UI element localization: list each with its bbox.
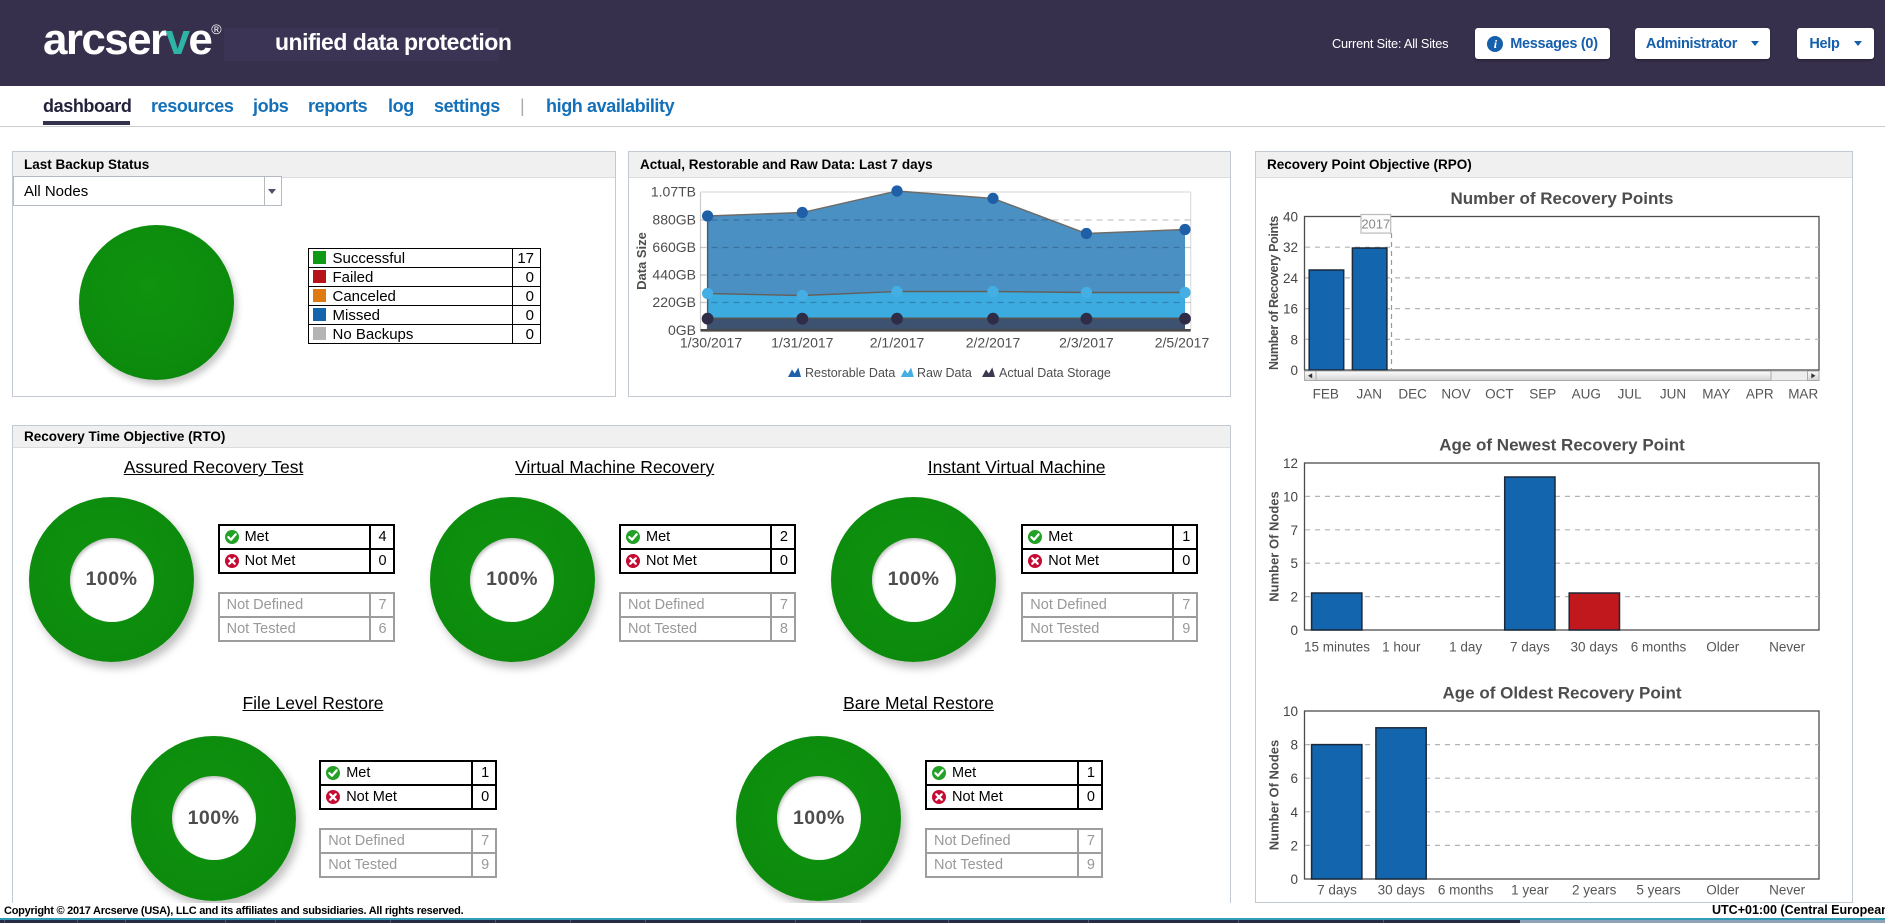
- svg-text:2/3/2017: 2/3/2017: [1059, 335, 1114, 351]
- svg-text:MAY: MAY: [1702, 387, 1730, 402]
- svg-text:2: 2: [1290, 590, 1298, 605]
- svg-text:Number Of Nodes: Number Of Nodes: [1267, 491, 1282, 602]
- svg-text:2 years: 2 years: [1572, 883, 1617, 898]
- svg-text:4: 4: [1290, 805, 1298, 820]
- svg-text:10: 10: [1283, 704, 1298, 719]
- svg-text:30 days: 30 days: [1571, 640, 1619, 655]
- svg-text:DEC: DEC: [1398, 387, 1427, 402]
- svg-text:1 day: 1 day: [1449, 640, 1482, 655]
- svg-text:OCT: OCT: [1485, 387, 1514, 402]
- svg-text:JUL: JUL: [1618, 387, 1642, 402]
- svg-text:880GB: 880GB: [652, 212, 696, 228]
- svg-text:Actual Data Storage: Actual Data Storage: [999, 366, 1111, 380]
- svg-text:Raw Data: Raw Data: [917, 366, 972, 380]
- svg-text:Age of Oldest Recovery Point: Age of Oldest Recovery Point: [1443, 684, 1682, 703]
- svg-text:Never: Never: [1769, 640, 1806, 655]
- svg-text:6: 6: [1290, 771, 1298, 786]
- svg-text:16: 16: [1283, 302, 1298, 317]
- svg-text:7 days: 7 days: [1510, 640, 1550, 655]
- svg-text:Older: Older: [1706, 640, 1740, 655]
- svg-text:0GB: 0GB: [668, 322, 696, 338]
- svg-text:440GB: 440GB: [652, 267, 696, 283]
- svg-text:AUG: AUG: [1572, 387, 1601, 402]
- svg-text:0: 0: [1290, 363, 1298, 378]
- svg-text:10: 10: [1283, 489, 1298, 504]
- svg-text:SEP: SEP: [1529, 387, 1556, 402]
- svg-text:24: 24: [1283, 271, 1299, 286]
- svg-text:JUN: JUN: [1660, 387, 1686, 402]
- svg-text:6 months: 6 months: [1631, 640, 1687, 655]
- svg-text:6 months: 6 months: [1438, 883, 1494, 898]
- svg-text:12: 12: [1283, 456, 1298, 471]
- svg-text:2/2/2017: 2/2/2017: [966, 335, 1021, 351]
- svg-text:5 years: 5 years: [1636, 883, 1681, 898]
- svg-text:30 days: 30 days: [1378, 883, 1426, 898]
- svg-text:0: 0: [1290, 872, 1298, 887]
- svg-text:Older: Older: [1706, 883, 1740, 898]
- svg-text:2017: 2017: [1361, 217, 1390, 232]
- svg-text:Restorable Data: Restorable Data: [805, 366, 895, 380]
- svg-text:1 year: 1 year: [1511, 883, 1549, 898]
- svg-text:40: 40: [1283, 210, 1298, 225]
- svg-text:NOV: NOV: [1441, 387, 1470, 402]
- svg-text:8: 8: [1290, 738, 1298, 753]
- svg-text:15 minutes: 15 minutes: [1304, 640, 1370, 655]
- svg-text:1/31/2017: 1/31/2017: [771, 335, 833, 351]
- svg-text:2/5/2017: 2/5/2017: [1155, 335, 1210, 351]
- svg-text:Number of Recovery Points: Number of Recovery Points: [1451, 189, 1674, 208]
- svg-text:APR: APR: [1746, 387, 1774, 402]
- svg-text:8: 8: [1290, 332, 1298, 347]
- svg-text:7 days: 7 days: [1317, 883, 1357, 898]
- svg-text:Data Size: Data Size: [634, 232, 649, 290]
- svg-text:5: 5: [1290, 556, 1298, 571]
- svg-text:2: 2: [1290, 838, 1298, 853]
- svg-text:Number of Recovery Points: Number of Recovery Points: [1267, 216, 1281, 370]
- svg-text:FEB: FEB: [1313, 387, 1339, 402]
- svg-text:1.07TB: 1.07TB: [651, 184, 696, 200]
- svg-text:Number Of Nodes: Number Of Nodes: [1267, 740, 1282, 851]
- svg-text:7: 7: [1290, 523, 1298, 538]
- svg-text:MAR: MAR: [1788, 387, 1818, 402]
- svg-text:220GB: 220GB: [652, 294, 696, 310]
- svg-text:Age of Newest Recovery Point: Age of Newest Recovery Point: [1439, 436, 1685, 455]
- svg-text:1/30/2017: 1/30/2017: [680, 335, 742, 351]
- svg-text:2/1/2017: 2/1/2017: [870, 335, 925, 351]
- svg-text:JAN: JAN: [1356, 387, 1382, 402]
- svg-text:660GB: 660GB: [652, 239, 696, 255]
- svg-text:32: 32: [1283, 240, 1298, 255]
- svg-text:1 hour: 1 hour: [1382, 640, 1421, 655]
- svg-text:0: 0: [1290, 623, 1298, 638]
- svg-text:Never: Never: [1769, 883, 1806, 898]
